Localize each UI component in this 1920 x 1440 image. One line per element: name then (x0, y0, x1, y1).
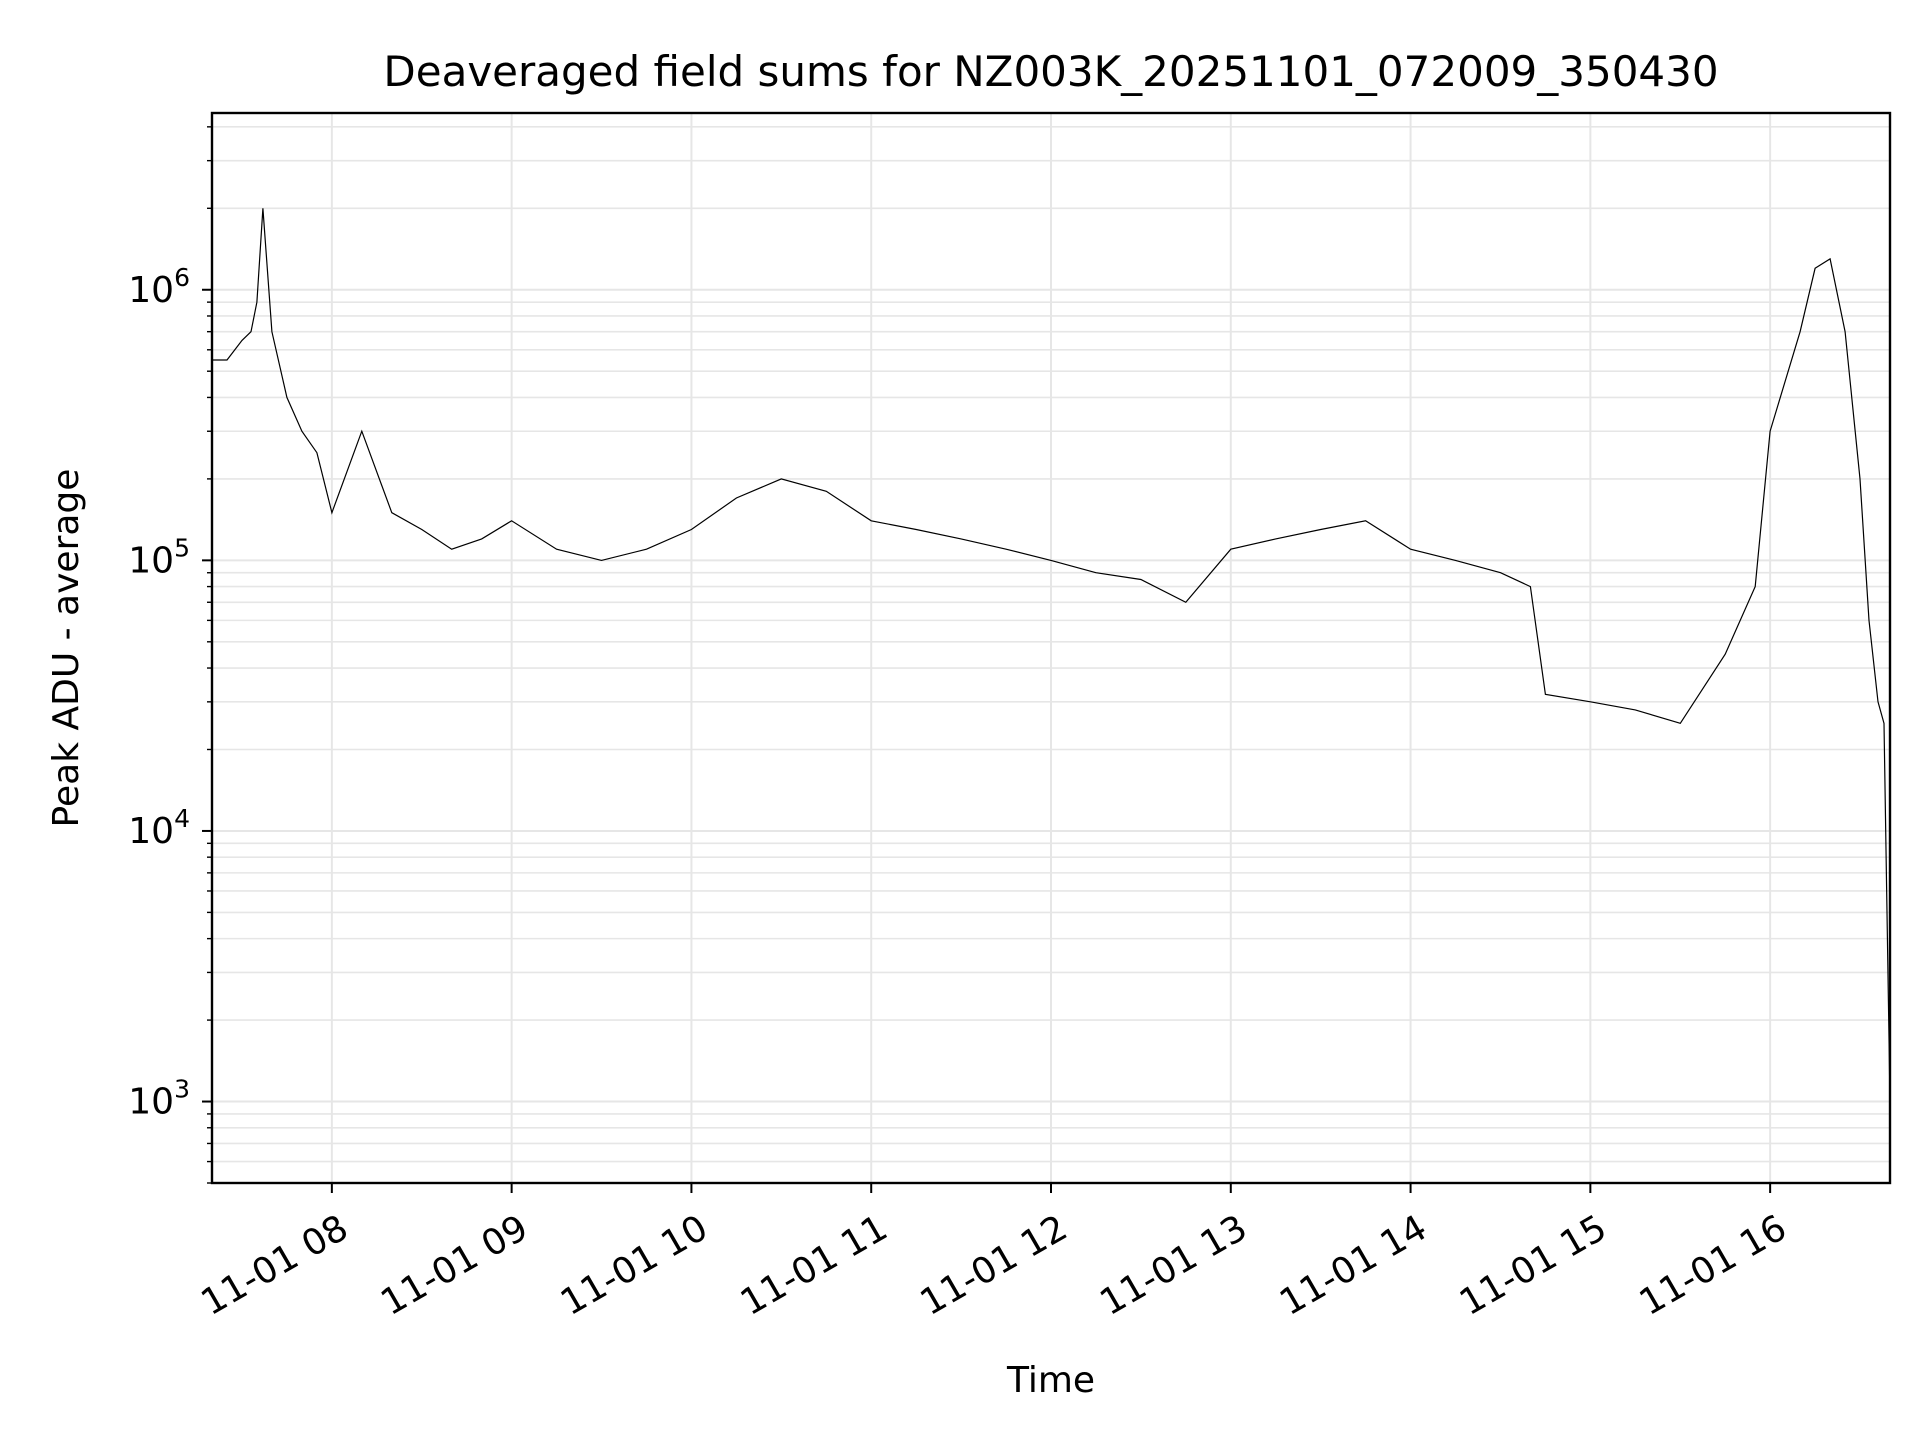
x-tick-label: 11-01 16 (1633, 1207, 1794, 1323)
y-tick-label: 104 (128, 804, 190, 852)
x-tick-label: 11-01 15 (1453, 1207, 1614, 1323)
y-tick-label: 105 (128, 533, 190, 581)
series-line (212, 208, 1891, 1102)
x-tick-label: 11-01 08 (194, 1207, 355, 1323)
y-axis-label: Peak ADU - average (46, 469, 87, 828)
x-tick-label: 11-01 10 (554, 1207, 715, 1323)
x-tick-label: 11-01 11 (734, 1207, 895, 1323)
y-tick-label: 106 (128, 263, 190, 311)
x-tick-label: 11-01 12 (914, 1207, 1075, 1323)
x-tick-label: 11-01 14 (1273, 1207, 1434, 1323)
x-tick-label: 11-01 13 (1093, 1207, 1254, 1323)
grid (212, 113, 1890, 1184)
ticks: 11-01 08 11-01 09 11-01 10 11-01 11 11-01 12… (128, 126, 1794, 1324)
chart-title: Deaveraged field sums for NZ003K_2025110… (383, 47, 1718, 96)
x-tick-label: 11-01 09 (374, 1207, 535, 1323)
y-tick-label: 103 (128, 1075, 190, 1123)
x-axis-label: Time (1006, 1360, 1095, 1401)
